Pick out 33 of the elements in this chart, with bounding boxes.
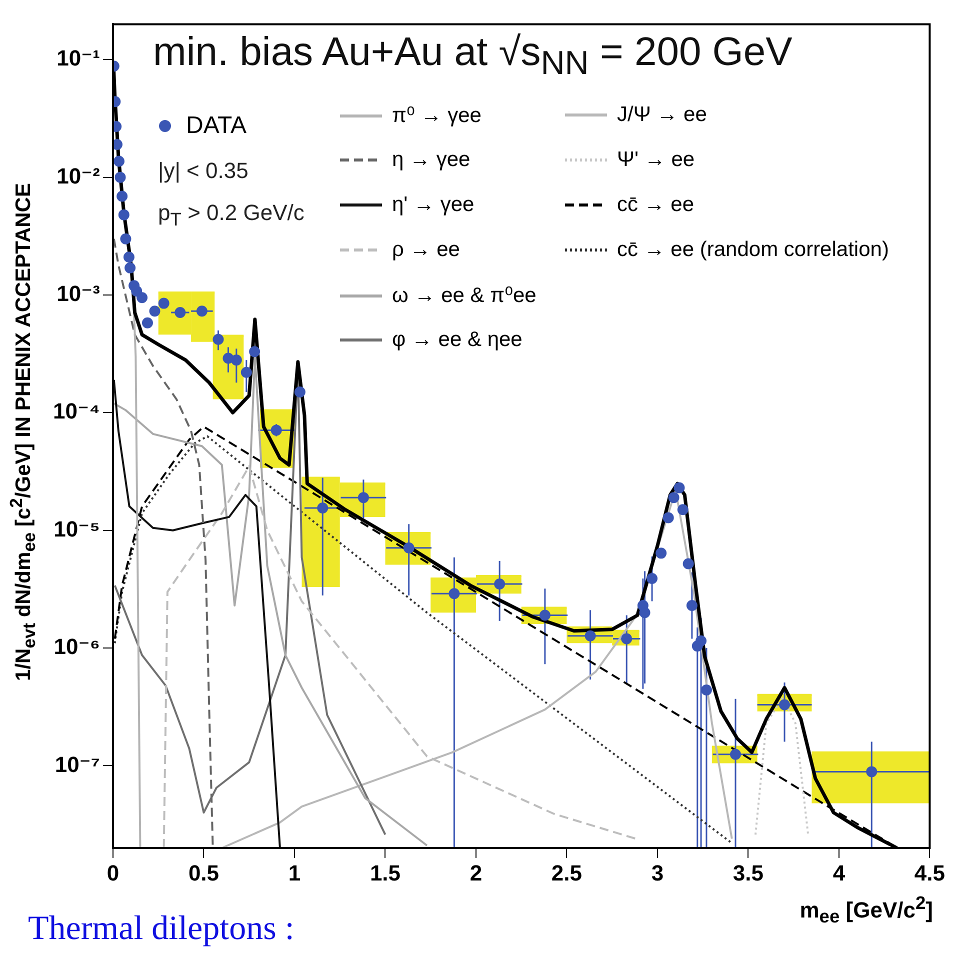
x-tick-label: 3 [651,860,664,886]
legend-label: ρ → ee [392,238,460,262]
text: Thermal dileptons : [28,910,294,948]
y-tick-label: 10⁻¹ [56,46,100,71]
y-tick-label: 10⁻³ [56,281,100,306]
legend-label: φ → ee & ηee [392,328,522,352]
x-axis-title: m$_{ee}$ [GeV/c$^{2}$] [800,892,933,928]
legend-label: Ψ' → ee [617,148,695,172]
annotation: |y| < 0.35 [158,158,248,184]
x-tick-label: 1.5 [370,860,401,886]
y-tick-label: 10⁻⁴ [53,398,100,424]
x-tick-label: 0 [106,860,120,886]
x-tick-label: 3.5 [732,860,764,886]
x-tick-label: 2 [470,860,482,886]
legend-label: η' → γee [392,193,474,217]
x-tick-label: 4.5 [914,860,946,886]
legend-label: cc̄ → ee (random correlation) [617,238,889,262]
chart-title: min. bias Au+Au at √s$_{NN}$ = 200 GeV [153,30,792,83]
y-tick-label: 10⁻⁵ [54,516,100,542]
y-tick-label: 10⁻⁶ [54,634,100,660]
x-tick-label: 1 [288,860,301,886]
x-tick-label: 0.5 [188,860,220,886]
legend-label: DATA [186,112,246,140]
legend-label: ω → ee & π⁰ee [392,283,536,308]
legend-label: η → γee [392,148,470,172]
x-tick-label: 4 [832,860,846,886]
legend-label: J/Ψ → ee [617,103,707,127]
y-tick-label: 10⁻² [56,163,100,188]
x-tick-label: 2.5 [551,860,582,886]
y-tick-label: 10⁻⁷ [54,752,100,777]
annotation: p$_{T}$ > 0.2 GeV/c [158,200,304,230]
legend-label: π⁰ → γee [392,103,482,128]
legend-label: cc̄ → ee [617,193,694,217]
